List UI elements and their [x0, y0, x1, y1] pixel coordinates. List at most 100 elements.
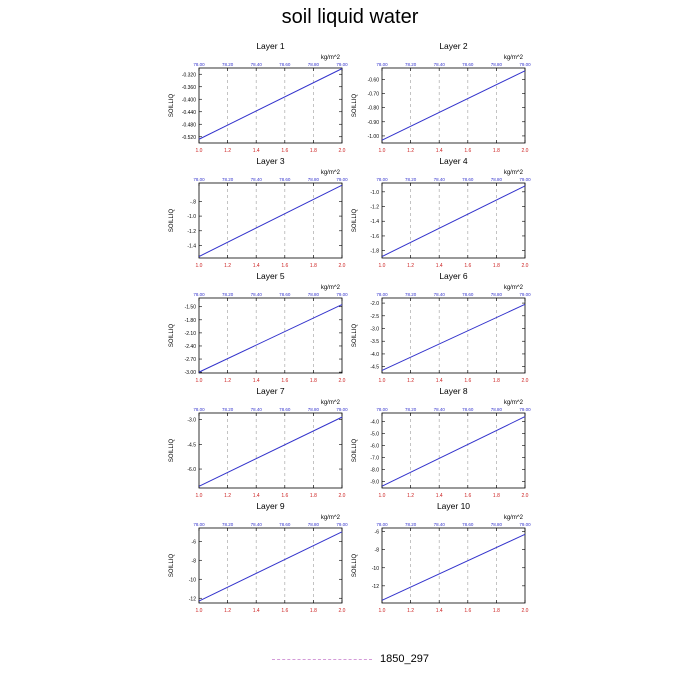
- top-tick-label: 78.20: [222, 62, 234, 67]
- y-tick-label: -4.5: [187, 442, 196, 448]
- top-tick-label: 78.20: [222, 177, 234, 182]
- top-tick-label: 78.40: [434, 177, 446, 182]
- x-tick-label: 1.4: [253, 608, 260, 614]
- units-label: kg/m^2: [321, 285, 341, 291]
- x-tick-label: 1.6: [464, 608, 471, 614]
- x-tick-label: 1.8: [310, 378, 317, 384]
- top-tick-label: 78.20: [222, 522, 234, 527]
- top-tick-label: 79.00: [336, 522, 348, 527]
- y-tick-label: -1.8: [370, 249, 379, 255]
- top-tick-label: 78.20: [405, 292, 417, 297]
- top-tick-label: 78.60: [462, 292, 474, 297]
- top-tick-label: 78.60: [279, 407, 291, 412]
- top-tick-label: 78.60: [279, 522, 291, 527]
- x-tick-label: 1.2: [407, 608, 414, 614]
- y-tick-label: -1.2: [370, 205, 379, 211]
- y-axis-label: SOILLIQ: [169, 553, 175, 577]
- plot-frame: [381, 527, 526, 604]
- x-tick-label: 1.0: [196, 378, 203, 384]
- y-tick-label: -0.440: [182, 110, 196, 116]
- panel-title: Layer 8: [439, 386, 468, 396]
- y-tick-label: -1.50: [185, 305, 197, 311]
- x-tick-label: 1.8: [493, 608, 500, 614]
- top-tick-label: 78.40: [251, 177, 263, 182]
- y-tick-label: -2.10: [185, 331, 197, 337]
- x-tick-label: 1.0: [196, 608, 203, 614]
- legend: 1850_297: [272, 651, 429, 667]
- panel-title: Layer 1: [256, 41, 285, 51]
- y-axis-label: SOILLIQ: [169, 438, 175, 462]
- units-label: kg/m^2: [504, 55, 524, 61]
- top-tick-label: 78.00: [376, 177, 388, 182]
- x-tick-label: 1.8: [493, 148, 500, 154]
- panel-title: Layer 4: [439, 156, 468, 166]
- x-tick-label: 1.4: [253, 378, 260, 384]
- y-axis-label: SOILLIQ: [169, 323, 175, 347]
- plot-frame: [198, 412, 343, 489]
- top-tick-label: 78.80: [308, 62, 320, 67]
- units-label: kg/m^2: [504, 400, 524, 406]
- top-tick-label: 78.20: [405, 177, 417, 182]
- top-tick-label: 78.40: [434, 522, 446, 527]
- x-tick-label: 1.0: [379, 608, 386, 614]
- x-tick-label: 1.8: [310, 263, 317, 269]
- units-label: kg/m^2: [321, 55, 341, 61]
- top-tick-label: 78.60: [279, 292, 291, 297]
- series-line: [198, 304, 343, 373]
- top-tick-label: 78.80: [491, 292, 503, 297]
- legend-line-swatch: [272, 658, 372, 660]
- x-tick-label: 1.4: [436, 608, 443, 614]
- y-tick-label: -3.00: [185, 370, 197, 376]
- panel-title: Layer 2: [439, 41, 468, 51]
- x-tick-label: 2.0: [339, 608, 346, 614]
- top-tick-label: 78.60: [462, 62, 474, 67]
- y-tick-label: -8: [375, 548, 380, 554]
- y-tick-label: -10: [189, 577, 196, 583]
- y-tick-label: -2.70: [185, 357, 197, 363]
- x-tick-label: 2.0: [522, 378, 529, 384]
- series-line: [198, 416, 343, 487]
- top-tick-label: 78.80: [491, 177, 503, 182]
- units-label: kg/m^2: [321, 515, 341, 521]
- top-tick-label: 78.20: [222, 292, 234, 297]
- top-tick-label: 78.00: [376, 62, 388, 67]
- x-tick-label: 1.2: [224, 608, 231, 614]
- y-axis-label: SOILLIQ: [352, 438, 358, 462]
- top-tick-label: 78.80: [308, 177, 320, 182]
- y-tick-label: -1.00: [368, 134, 380, 140]
- series-line: [381, 533, 526, 601]
- y-tick-label: -12: [189, 596, 196, 602]
- top-tick-label: 79.00: [336, 292, 348, 297]
- x-tick-label: 1.0: [379, 148, 386, 154]
- panel-title: Layer 6: [439, 271, 468, 281]
- y-tick-label: -2.5: [370, 314, 379, 320]
- series-line: [198, 184, 343, 257]
- y-tick-label: -2.0: [370, 301, 379, 307]
- top-tick-label: 78.40: [434, 62, 446, 67]
- x-tick-label: 1.4: [436, 263, 443, 269]
- x-tick-label: 1.6: [281, 148, 288, 154]
- y-tick-label: -0.320: [182, 72, 196, 78]
- top-tick-label: 79.00: [519, 522, 531, 527]
- top-tick-label: 78.00: [193, 177, 205, 182]
- x-tick-label: 1.4: [253, 263, 260, 269]
- y-tick-label: -0.480: [182, 122, 196, 128]
- top-tick-label: 78.40: [251, 292, 263, 297]
- top-tick-label: 78.60: [462, 522, 474, 527]
- panel-title: Layer 3: [256, 156, 285, 166]
- series-line: [381, 185, 526, 257]
- units-label: kg/m^2: [504, 285, 524, 291]
- x-tick-label: 1.8: [310, 493, 317, 499]
- x-tick-label: 1.8: [493, 378, 500, 384]
- series-line: [198, 68, 343, 140]
- y-tick-label: -6: [375, 530, 380, 536]
- series-line: [381, 416, 526, 487]
- x-tick-label: 1.4: [436, 148, 443, 154]
- series-line: [381, 303, 526, 371]
- y-tick-label: -1.4: [370, 219, 379, 225]
- y-tick-label: -8: [192, 558, 197, 564]
- x-tick-label: 1.2: [224, 378, 231, 384]
- top-tick-label: 78.40: [251, 522, 263, 527]
- x-tick-label: 2.0: [522, 148, 529, 154]
